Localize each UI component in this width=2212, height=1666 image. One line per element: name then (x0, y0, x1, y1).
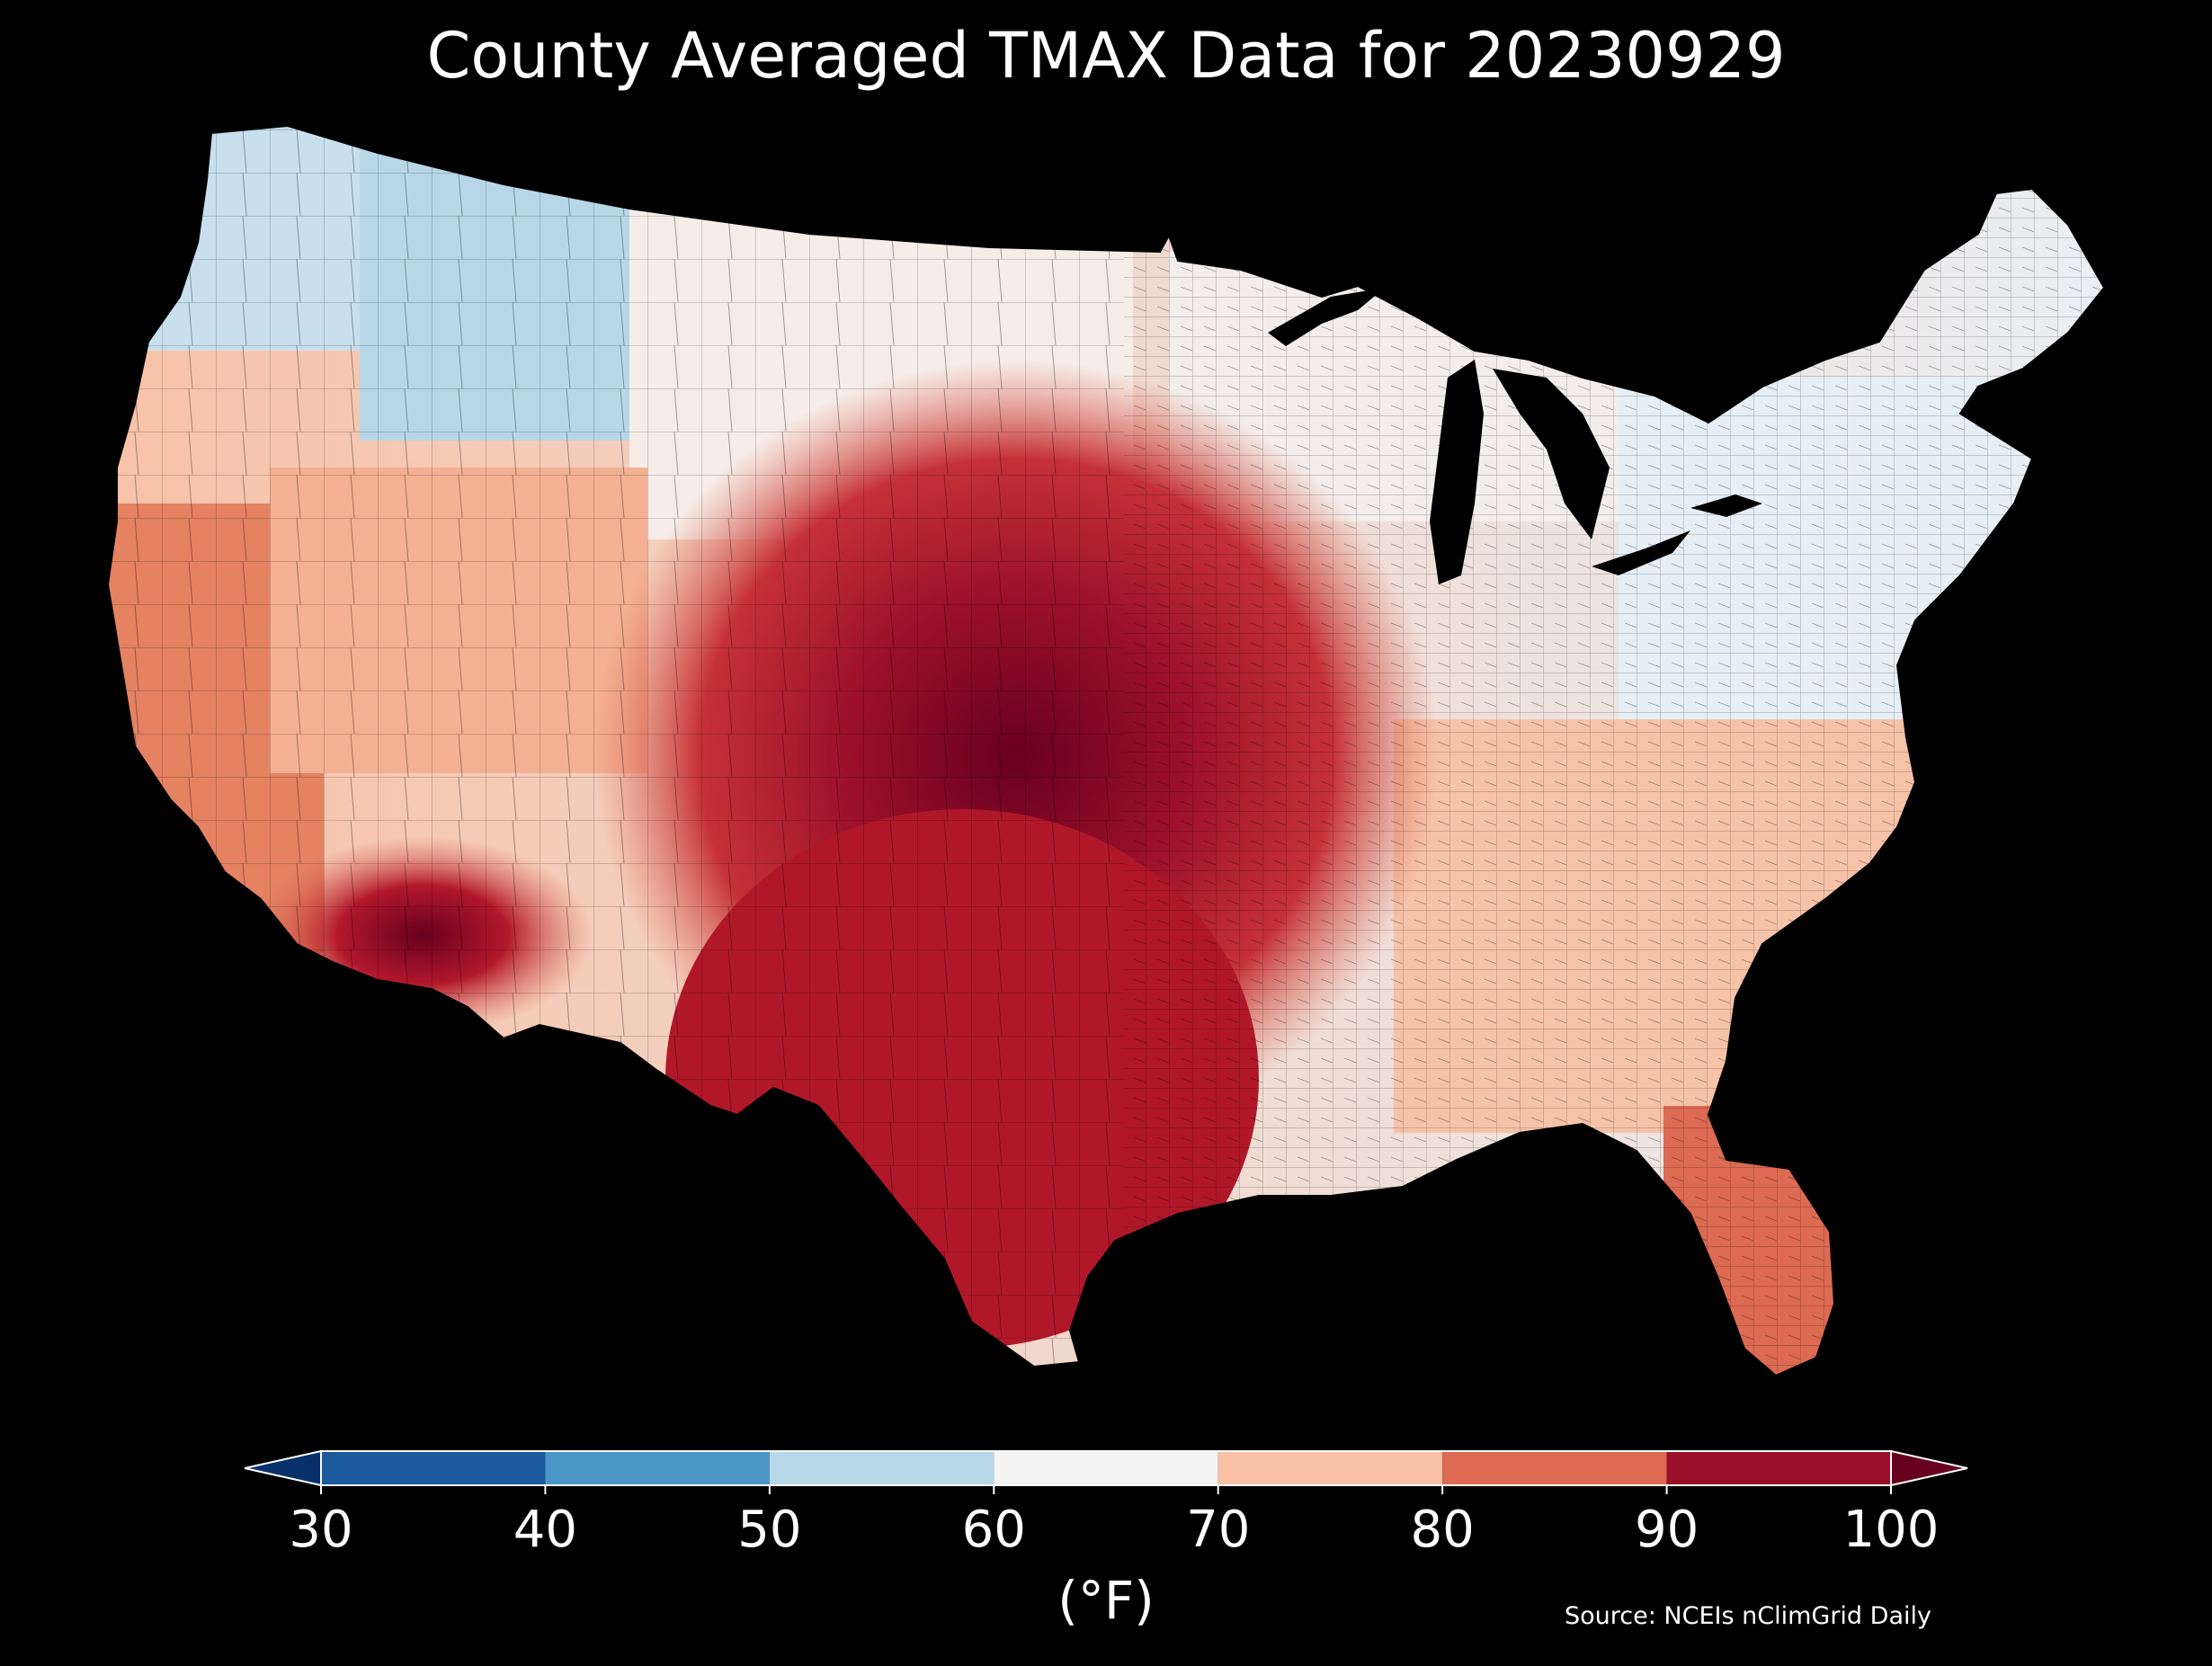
colorbar-bin-0 (321, 1451, 546, 1485)
colorbar-tick-label: 30 (289, 1501, 352, 1559)
source-note: Source: NCEIs nClimGrid Daily (1565, 1602, 1931, 1630)
great-lakes-water (1268, 288, 1762, 584)
colorbar-tick-labels: 30 40 50 60 70 80 90 100 (289, 1485, 1939, 1559)
colorbar-bins (320, 1450, 1892, 1486)
colorbar-tick-label: 80 (1411, 1501, 1475, 1559)
colorbar-bin-6 (1666, 1451, 1891, 1485)
colorbar-tick-label: 70 (1186, 1501, 1250, 1559)
lake-huron (1493, 369, 1610, 539)
colorbar-tick-label: 50 (737, 1501, 801, 1559)
colorbar-under-triangle (244, 1449, 322, 1487)
lake-michigan (1430, 360, 1484, 584)
colorbar-tick-label: 40 (513, 1501, 577, 1559)
colorbar-bin-2 (769, 1451, 995, 1485)
colorbar-bin-1 (545, 1451, 770, 1485)
colorbar-label: (°F) (1057, 1570, 1155, 1631)
map-fill-layer (108, 126, 2104, 1376)
colorbar: 30 40 50 60 70 80 90 100 (°F) (244, 1449, 1968, 1631)
colorbar-tick-label: 90 (1635, 1501, 1699, 1559)
colorbar-over-triangle (1890, 1449, 1968, 1487)
us-county-map (106, 124, 2106, 1377)
colorbar-bin-3 (994, 1451, 1218, 1485)
us-outline (106, 124, 2106, 1377)
colorbar-bin-5 (1442, 1451, 1667, 1485)
colorbar-tick-label: 60 (962, 1501, 1026, 1559)
lake-ontario (1690, 494, 1762, 517)
map-title: County Averaged TMAX Data for 20230929 (426, 19, 1786, 93)
lake-erie (1592, 530, 1690, 575)
lake-superior (1268, 288, 1385, 346)
colorbar-tick-label: 100 (1843, 1501, 1940, 1559)
colorbar-bin-4 (1217, 1451, 1443, 1485)
